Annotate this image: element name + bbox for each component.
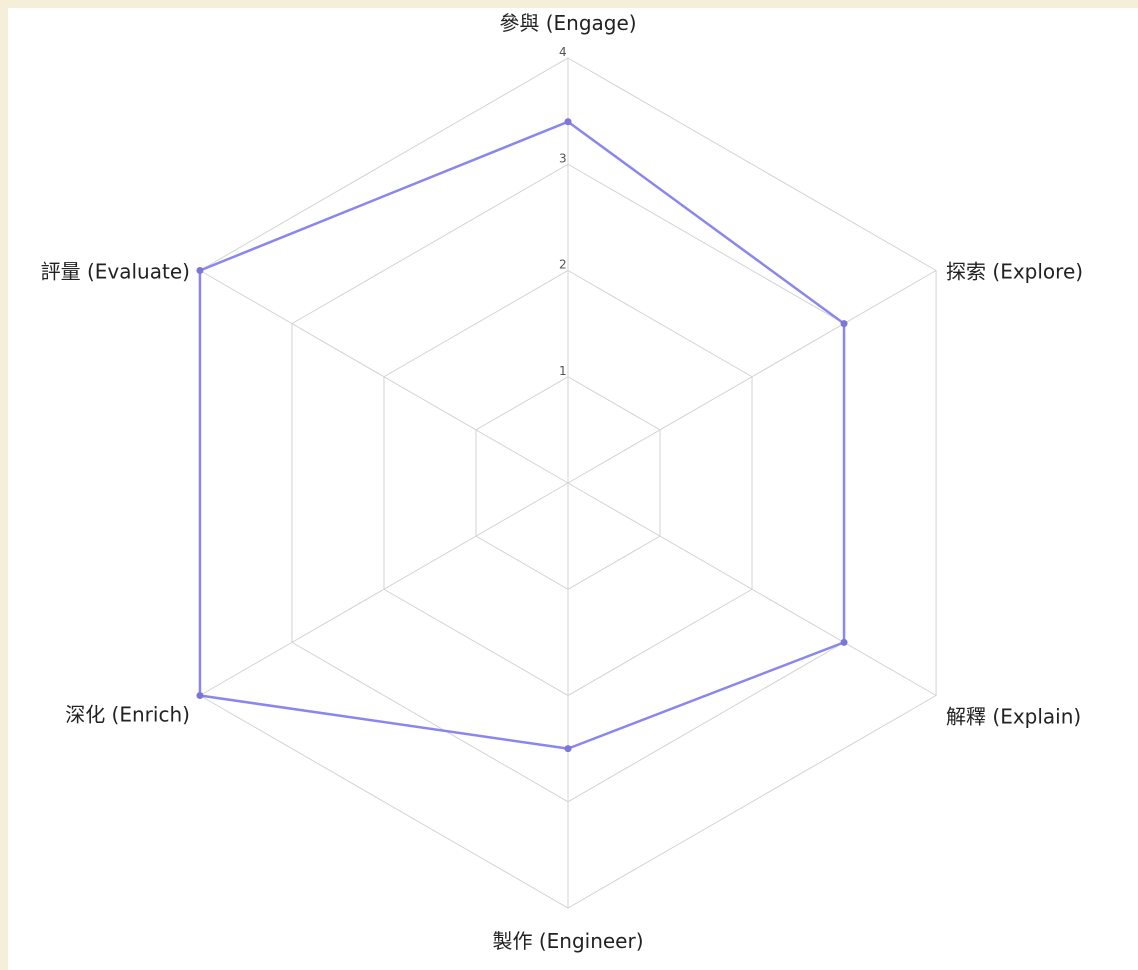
axis-label-4: 製作 (Engineer) [492, 929, 643, 953]
data-point-4 [565, 745, 572, 752]
series-line [200, 122, 844, 749]
chart-frame: 1 2 3 4 參與 (Engage) 探索 (Explore) 解釋 (Explain)… [8, 8, 1138, 970]
data-point-1 [565, 118, 572, 125]
radial-tick-labels: 1 2 3 4 [559, 45, 567, 378]
data-point-3 [841, 639, 848, 646]
axis-label-6: 評量 (Evaluate) [41, 260, 190, 284]
tick-label: 3 [559, 151, 567, 165]
radar-chart: 1 2 3 4 參與 (Engage) 探索 (Explore) 解釋 (Explain)… [8, 8, 1138, 970]
data-series [196, 118, 847, 752]
axis-label-5: 深化 (Enrich) [65, 703, 190, 727]
axis-label-3: 解釋 (Explain) [946, 705, 1081, 729]
tick-label: 4 [559, 45, 567, 59]
tick-label: 1 [559, 364, 567, 378]
data-point-2 [841, 320, 848, 327]
axis-label-1: 參與 (Engage) [499, 11, 636, 35]
axis-label-2: 探索 (Explore) [946, 260, 1083, 284]
data-point-5 [196, 692, 203, 699]
radar-grid [200, 58, 936, 908]
data-point-6 [196, 267, 203, 274]
tick-label: 2 [559, 258, 567, 272]
